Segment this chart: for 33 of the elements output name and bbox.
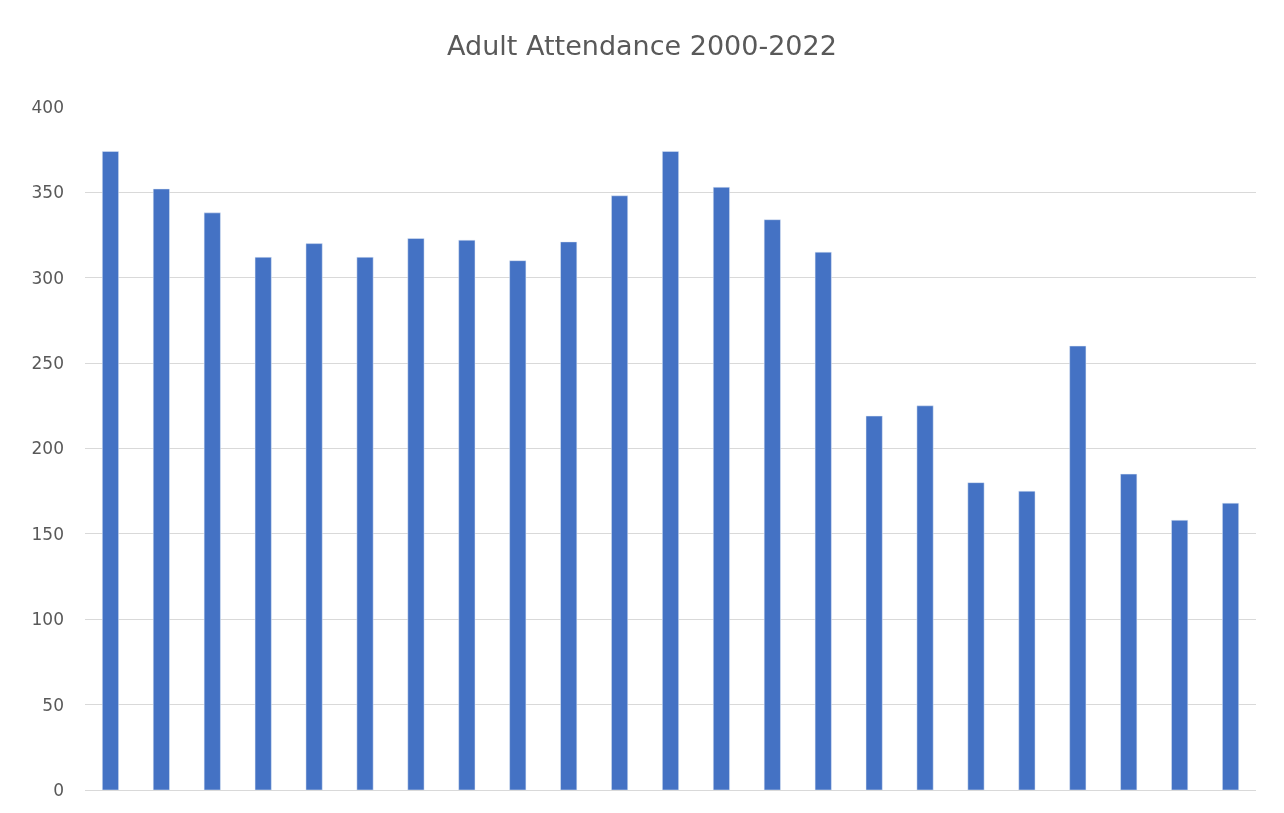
bar (254, 257, 272, 790)
bar (814, 251, 832, 790)
chart-title: Adult Attendance 2000-2022 (447, 30, 837, 62)
y-tick-label: 400 (31, 96, 64, 117)
bar (509, 260, 527, 790)
y-tick-label: 350 (31, 182, 64, 203)
bar (1018, 490, 1036, 790)
bar (1222, 502, 1239, 790)
bar (1120, 473, 1138, 790)
y-tick-label: 100 (31, 609, 64, 630)
bar (865, 415, 883, 790)
bar (305, 243, 323, 790)
bar (152, 188, 170, 790)
bar (458, 239, 476, 790)
y-tick-label: 200 (31, 438, 64, 459)
bar (967, 482, 985, 790)
bar (662, 151, 679, 790)
bar (356, 257, 374, 790)
bar (611, 195, 628, 790)
bar (1171, 519, 1189, 790)
y-tick-label: 0 (53, 779, 64, 800)
y-tick-label: 250 (31, 353, 64, 374)
bar (713, 187, 730, 790)
bar (102, 151, 119, 790)
bar (560, 241, 578, 790)
bar (763, 219, 781, 790)
bar (203, 212, 221, 790)
y-tick-label: 50 (42, 694, 64, 715)
y-tick-label: 300 (31, 267, 64, 288)
bar (1069, 345, 1087, 790)
y-tick-label: 150 (31, 523, 64, 544)
bar (916, 405, 934, 790)
bar (407, 238, 425, 790)
